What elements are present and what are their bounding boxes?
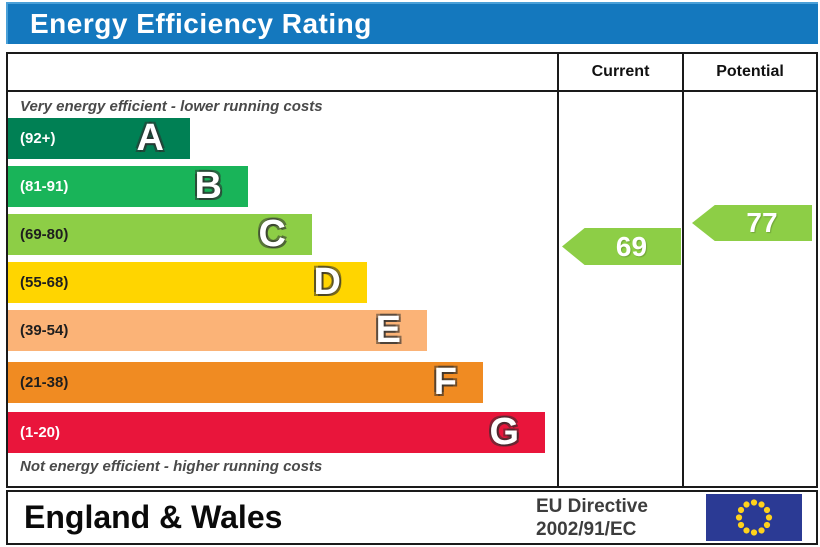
band-e-letter: E (375, 308, 401, 351)
top-note: Very energy efficient - lower running co… (20, 98, 323, 115)
band-e: (39-54) E (8, 310, 427, 351)
potential-rating-arrow: 77 (692, 205, 812, 241)
page-title: Energy Efficiency Rating (30, 8, 372, 39)
current-rating-arrow: 69 (562, 228, 681, 265)
band-g-letter: G (489, 410, 519, 453)
band-d: (55-68) D (8, 262, 367, 303)
band-c-range: (69-80) (20, 226, 69, 243)
eu-flag-icon (706, 494, 802, 541)
header-divider (8, 90, 816, 92)
band-b: (81-91) B (8, 166, 248, 207)
eu-directive-label: EU Directive 2002/91/EC (536, 495, 648, 541)
region-label: England & Wales (24, 499, 283, 535)
band-a-range: (92+) (20, 130, 56, 147)
band-d-range: (55-68) (20, 274, 69, 291)
title-bar: Energy Efficiency Rating (6, 2, 818, 44)
column-divider-potential (682, 54, 684, 486)
band-b-letter: B (194, 164, 222, 207)
band-c: (69-80) C (8, 214, 312, 255)
eu-directive-line2: 2002/91/EC (536, 519, 637, 540)
eu-directive-line1: EU Directive (536, 496, 648, 517)
band-f: (21-38) F (8, 362, 483, 403)
band-e-range: (39-54) (20, 322, 69, 339)
band-f-range: (21-38) (20, 374, 69, 391)
footer-bar: England & Wales EU Directive 2002/91/EC (6, 490, 818, 545)
band-c-letter: C (258, 212, 286, 255)
column-divider-current (557, 54, 559, 486)
current-rating-value: 69 (615, 230, 648, 262)
band-f-letter: F (433, 360, 457, 403)
band-g: (1-20) G (8, 412, 545, 453)
bottom-note: Not energy efficient - higher running co… (20, 458, 323, 475)
band-a: (92+) A (8, 118, 190, 159)
potential-rating-value: 77 (746, 207, 778, 238)
rating-table: Current Potential Very energy efficient … (6, 52, 818, 488)
band-g-range: (1-20) (20, 424, 61, 441)
potential-column-header: Potential (716, 63, 784, 80)
band-a-letter: A (136, 116, 164, 159)
current-column-header: Current (591, 63, 650, 80)
band-d-letter: D (313, 260, 341, 303)
band-b-range: (81-91) (20, 178, 69, 195)
